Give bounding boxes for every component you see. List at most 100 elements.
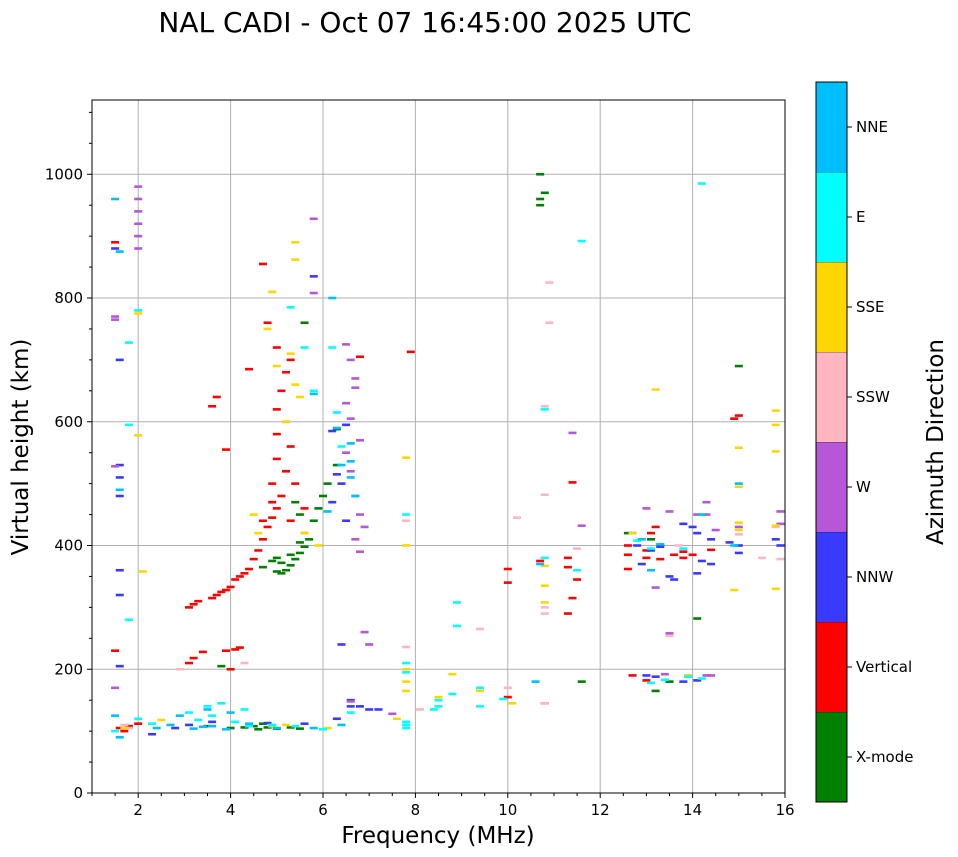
echo-mark-vertical xyxy=(268,500,277,504)
echo-mark-vertical xyxy=(623,544,632,547)
echo-mark-x-mode xyxy=(258,722,267,725)
echo-mark-vertical xyxy=(231,648,240,651)
echo-mark-ssw xyxy=(573,547,582,550)
echo-mark-vertical xyxy=(120,729,129,733)
echo-mark-nne xyxy=(328,296,337,300)
echo-mark-vertical xyxy=(258,262,267,266)
colorbar-tick-label: X-mode xyxy=(856,748,913,766)
echo-mark-nnw xyxy=(776,544,785,547)
echo-mark-sse xyxy=(120,726,129,730)
echo-mark-vertical xyxy=(563,565,572,569)
echo-mark-sse xyxy=(448,672,457,676)
echo-mark-nnw xyxy=(693,531,702,535)
y-tick-label: 200 xyxy=(54,660,83,678)
echo-mark-nne xyxy=(346,476,355,479)
echo-mark-sse xyxy=(734,528,743,532)
echo-mark-w xyxy=(360,525,369,529)
echo-mark-e xyxy=(124,618,133,622)
echo-mark-nnw xyxy=(670,578,679,581)
echo-mark-w xyxy=(134,210,143,213)
echo-mark-nnw xyxy=(263,721,272,725)
echo-mark-x-mode xyxy=(300,321,309,325)
echo-mark-vertical xyxy=(268,516,277,519)
colorbar-segment-nnw xyxy=(816,532,847,622)
chart-title: NAL CADI - Oct 07 16:45:00 2025 UTC xyxy=(158,6,691,39)
echo-mark-x-mode xyxy=(536,197,545,201)
echo-mark-ssw xyxy=(545,281,554,284)
echo-mark-e xyxy=(286,305,295,309)
echo-mark-nne xyxy=(734,482,743,485)
echo-mark-w xyxy=(134,247,143,250)
echo-mark-w xyxy=(568,431,577,435)
echo-mark-nnw xyxy=(771,538,780,541)
colorbar: X-mode Vertical NNW W SSW SSE E NNE xyxy=(815,81,913,803)
echo-mark-vertical xyxy=(189,602,198,606)
echo-mark-sse xyxy=(291,258,300,261)
echo-mark-sse xyxy=(282,420,291,424)
echo-mark-nnw xyxy=(115,476,124,479)
x-axis-label: Frequency (MHz) xyxy=(341,823,534,849)
echo-mark-ssw xyxy=(175,667,184,671)
echo-mark-x-mode xyxy=(272,556,281,560)
echo-mark-x-mode xyxy=(286,726,295,729)
echo-mark-sse xyxy=(254,531,263,535)
echo-mark-e xyxy=(337,445,346,448)
echo-mark-e xyxy=(577,239,586,243)
y-tick-label: 1000 xyxy=(45,165,83,183)
echo-mark-ssw xyxy=(503,686,512,690)
echo-mark-e xyxy=(268,723,277,727)
echo-mark-sse xyxy=(249,513,258,516)
echo-mark-vertical xyxy=(406,350,415,354)
echo-mark-vertical xyxy=(688,553,697,557)
echo-mark-x-mode xyxy=(217,664,226,668)
echo-mark-e xyxy=(697,677,706,680)
echo-mark-e xyxy=(332,411,341,414)
echo-mark-vertical xyxy=(268,482,277,485)
echo-mark-vertical xyxy=(623,553,632,557)
echo-mark-e xyxy=(124,341,133,344)
echo-mark-x-mode xyxy=(623,531,632,535)
echo-mark-nne xyxy=(221,727,230,731)
echo-mark-nne xyxy=(637,538,646,541)
colorbar-label: Azimuth Direction xyxy=(923,339,949,545)
echo-mark-x-mode xyxy=(314,507,323,510)
echo-mark-vertical xyxy=(134,722,143,725)
echo-mark-nnw xyxy=(734,544,743,547)
echo-mark-e xyxy=(111,729,120,733)
echo-mark-vertical xyxy=(208,404,217,408)
echo-mark-w xyxy=(309,217,318,221)
echo-mark-ssw xyxy=(540,612,549,615)
x-tick-label: 10 xyxy=(498,801,517,819)
echo-mark-nne xyxy=(697,513,706,516)
echo-mark-nnw xyxy=(734,551,743,555)
data-marks xyxy=(111,172,785,739)
echo-mark-x-mode xyxy=(693,617,702,620)
echo-mark-e xyxy=(429,708,438,711)
echo-mark-vertical xyxy=(642,549,651,552)
echo-mark-nnw xyxy=(725,541,734,544)
echo-mark-w xyxy=(360,630,369,634)
echo-mark-e xyxy=(647,681,656,685)
echo-mark-w xyxy=(651,586,660,589)
echo-mark-vertical xyxy=(503,581,512,584)
colorbar-segment-ssw xyxy=(816,352,847,442)
echo-mark-nnw xyxy=(171,726,180,730)
echo-mark-sse xyxy=(263,327,272,331)
echo-mark-vertical xyxy=(286,358,295,362)
echo-mark-sse xyxy=(157,718,166,722)
echo-mark-sse xyxy=(628,531,637,535)
echo-mark-ssw xyxy=(416,708,425,711)
echo-mark-w xyxy=(111,465,120,468)
echo-mark-vertical xyxy=(568,481,577,484)
echo-mark-sse xyxy=(734,446,743,450)
colorbar-tick-label: SSE xyxy=(856,298,885,316)
echo-mark-e xyxy=(203,705,212,708)
echo-mark-e xyxy=(679,547,688,550)
echo-mark-x-mode xyxy=(226,726,235,730)
echo-mark-vertical xyxy=(254,549,263,552)
echo-mark-nnw xyxy=(688,525,697,529)
echo-mark-sse xyxy=(540,584,549,588)
echo-mark-w xyxy=(702,513,711,516)
echo-mark-w xyxy=(642,507,651,510)
